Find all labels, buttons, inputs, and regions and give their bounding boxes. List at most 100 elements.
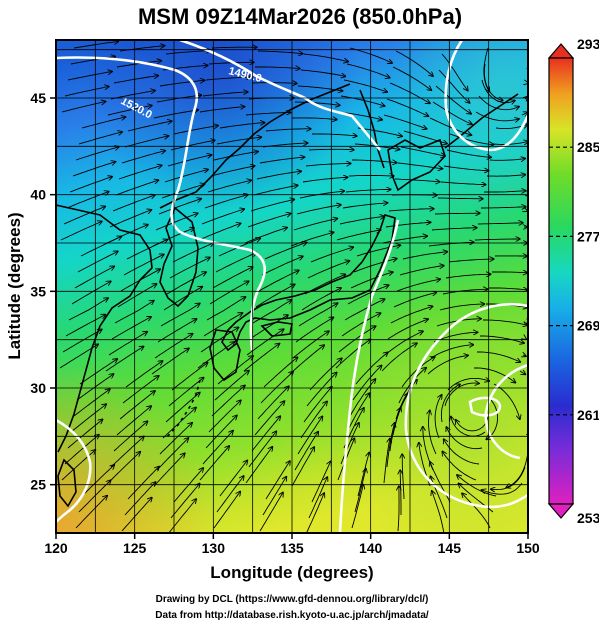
streamline xyxy=(253,185,298,196)
streamline xyxy=(248,431,276,468)
streamline xyxy=(212,267,253,289)
streamline xyxy=(302,177,348,183)
colorbar-tick-label: 293 xyxy=(577,36,599,52)
streamline xyxy=(398,486,399,532)
streamline xyxy=(492,272,527,273)
streamline xyxy=(66,192,109,209)
streamline xyxy=(168,499,196,533)
streamline xyxy=(259,157,304,164)
streamline xyxy=(345,189,391,193)
x-axis-ticks: 120 125 130 135 140 145 150 xyxy=(44,533,540,556)
streamline xyxy=(170,484,200,519)
streamline xyxy=(396,279,440,292)
streamline xyxy=(307,261,349,279)
streamline xyxy=(308,477,327,519)
streamline xyxy=(429,410,437,455)
streamline xyxy=(340,423,359,465)
streamline xyxy=(341,313,381,337)
streamline xyxy=(446,427,483,450)
streamline xyxy=(431,228,477,230)
streamline xyxy=(125,361,163,388)
y-axis-label: Latitude (degrees) xyxy=(5,212,24,359)
streamline xyxy=(81,117,125,129)
streamline xyxy=(489,288,527,290)
streamline xyxy=(340,95,385,106)
colorbar-ticks: 293 285 277 269 261 253 xyxy=(549,36,599,526)
chart-title: MSM 09Z14Mar2026 (850.0hPa) xyxy=(138,4,462,29)
streamline xyxy=(309,358,342,391)
colorbar-tick-label: 253 xyxy=(577,510,599,526)
streamline xyxy=(265,129,311,131)
streamline xyxy=(75,147,119,161)
streamline xyxy=(165,50,211,55)
streamline xyxy=(247,214,291,228)
colorbar-gradient xyxy=(548,57,574,505)
streamline xyxy=(207,180,251,193)
x-tick-label: 145 xyxy=(438,540,462,556)
streamline xyxy=(164,170,208,183)
streamline xyxy=(64,435,99,465)
streamline xyxy=(291,447,314,487)
streamline xyxy=(158,199,201,215)
streamline xyxy=(342,203,388,209)
streamline xyxy=(481,79,515,103)
y-tick-label: 45 xyxy=(30,90,46,106)
streamline xyxy=(354,469,366,513)
streamline xyxy=(294,432,318,471)
streamline xyxy=(64,87,109,97)
streamline xyxy=(170,140,215,151)
streamline xyxy=(157,319,197,343)
streamline xyxy=(116,61,161,68)
streamline xyxy=(214,371,249,401)
streamline xyxy=(519,371,525,374)
streamline xyxy=(161,184,205,199)
streamline xyxy=(474,367,515,383)
streamline xyxy=(78,480,111,513)
streamline xyxy=(492,142,528,145)
streamline xyxy=(153,110,198,119)
x-tick-label: 140 xyxy=(359,540,383,556)
streamline xyxy=(336,230,381,241)
streamline xyxy=(310,247,353,263)
streamline xyxy=(110,91,155,100)
streamline xyxy=(433,332,478,343)
streamline xyxy=(291,118,337,120)
streamline xyxy=(78,132,122,145)
streamline xyxy=(117,284,157,308)
streamline xyxy=(251,416,280,452)
x-tick-label: 150 xyxy=(516,540,540,556)
streamline xyxy=(434,213,480,214)
streamline xyxy=(428,242,474,247)
streamline xyxy=(484,191,526,192)
streamline xyxy=(489,159,525,161)
streamline xyxy=(115,180,158,196)
streamline xyxy=(347,285,389,305)
streamline xyxy=(160,304,200,327)
streamline xyxy=(123,254,164,276)
streamline xyxy=(256,171,301,180)
streamline xyxy=(163,287,202,311)
streamline xyxy=(383,439,390,484)
streamline xyxy=(155,213,198,231)
streamline xyxy=(446,149,491,157)
streamline xyxy=(74,266,114,289)
streamline xyxy=(107,106,152,116)
streamline xyxy=(350,272,393,289)
streamline xyxy=(251,83,297,84)
streamline xyxy=(70,404,106,433)
streamline xyxy=(480,335,524,343)
streamline xyxy=(67,419,103,449)
streamline xyxy=(295,317,333,343)
streamline xyxy=(153,453,185,487)
streamline xyxy=(169,258,210,279)
streamline xyxy=(384,331,423,356)
streamline xyxy=(398,368,426,404)
streamline xyxy=(172,243,214,263)
streamline xyxy=(386,423,395,468)
streamline xyxy=(447,378,489,391)
streamline xyxy=(118,165,162,180)
map-field: 1490.0 1520.0 xyxy=(56,40,528,533)
streamline xyxy=(449,133,493,145)
streamline xyxy=(173,126,218,135)
